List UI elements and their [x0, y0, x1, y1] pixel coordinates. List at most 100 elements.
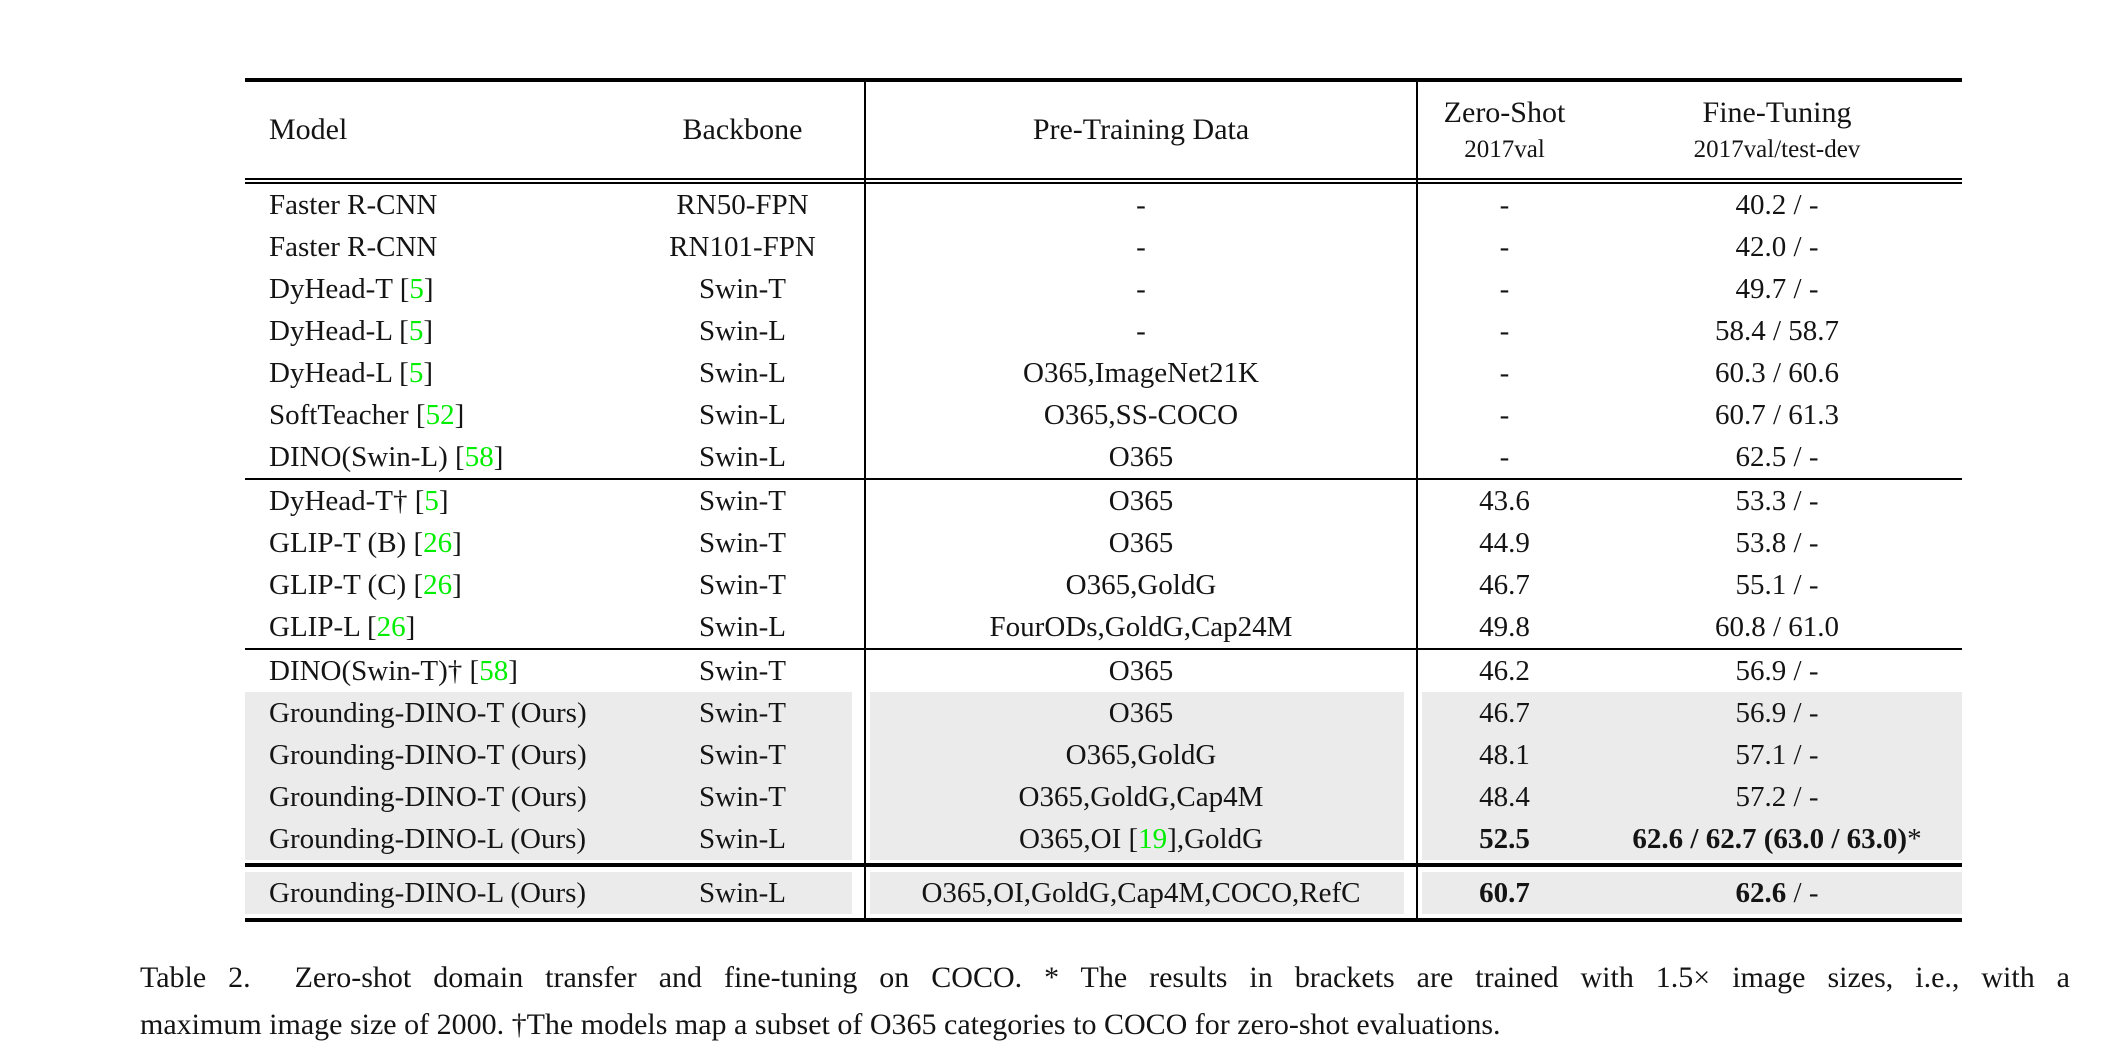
cell-model: Grounding-DINO-T (Ours)	[269, 738, 587, 771]
cell-model: DINO(Swin-L) [58]	[269, 440, 504, 473]
column-header-fine-tuning: Fine-Tuning 2017val/test-dev	[1592, 96, 1962, 164]
table-rule-section-2	[245, 648, 1962, 650]
citation-ref: 58	[479, 654, 509, 687]
table-rule-section-1	[245, 478, 1962, 480]
cell-zero-shot-score: 46.7	[1479, 696, 1530, 729]
column-header-model: Model	[245, 113, 620, 147]
table-row: DyHead-T† [5] Swin-T O365 43.6 53.3 / -	[245, 480, 1962, 522]
table-caption-line-1: Table 2. Zero-shot domain transfer and f…	[140, 961, 2070, 994]
cell-backbone: Swin-L	[699, 440, 786, 473]
cell-fine-tuning-score: 57.2 / -	[1735, 780, 1819, 813]
cell-model: DyHead-T† [5]	[269, 484, 449, 517]
cell-pretraining-data: -	[1136, 188, 1146, 221]
table-row: DINO(Swin-T)† [58] Swin-T O365 46.2 56.9 / -	[245, 650, 1962, 692]
table-row: SoftTeacher [52] Swin-L O365,SS-COCO - 60.7 …	[245, 394, 1962, 436]
cell-pretraining-data: O365	[1108, 526, 1174, 559]
cell-pretraining-data: O365,GoldG,Cap4M	[1018, 780, 1264, 813]
table-row: Grounding-DINO-T (Ours) Swin-T O365 46.7 56.…	[245, 692, 1962, 734]
table-rule-section-3	[245, 863, 1962, 867]
table-row: Grounding-DINO-L (Ours) Swin-L O365,OI,Gol…	[245, 872, 1962, 914]
table-section-baselines: Faster R-CNN RN50-FPN - -40.2 / - Faster R-C…	[245, 184, 1962, 478]
cell-pretraining-data: O365	[1108, 484, 1174, 517]
cell-fine-tuning-score: 56.9 / -	[1735, 654, 1819, 687]
cell-zero-shot-score: -	[1499, 314, 1510, 347]
table-rule-bottom	[245, 918, 1962, 922]
cell-fine-tuning-score: 42.0 / -	[1735, 230, 1819, 263]
cell-fine-tuning-score: 60.7 / 61.3	[1714, 398, 1840, 431]
citation-ref: 19	[1138, 822, 1168, 855]
column-header-model-label: Model	[269, 113, 348, 146]
table-header-row: Model Backbone Pre-Training Data Zero-Sh…	[245, 82, 1962, 178]
results-table: Model Backbone Pre-Training Data Zero-Sh…	[245, 78, 1962, 922]
cell-backbone: Swin-T	[699, 654, 786, 687]
cell-pretraining-data: O365	[1108, 696, 1174, 729]
cell-backbone: Swin-T	[699, 696, 786, 729]
table-row: GLIP-T (C) [26] Swin-T O365,GoldG 46.7 55.1 …	[245, 564, 1962, 606]
citation-ref: 5	[408, 356, 424, 389]
cell-zero-shot-score: -	[1499, 398, 1510, 431]
cell-backbone: Swin-T	[699, 568, 786, 601]
cell-backbone: Swin-L	[699, 314, 786, 347]
cell-model: Grounding-DINO-L (Ours)	[269, 876, 587, 909]
cell-fine-tuning-score: 60.3 / 60.6	[1714, 356, 1840, 389]
cell-zero-shot-score: 60.7	[1479, 876, 1530, 909]
table-row: DyHead-L [5] Swin-L O365,ImageNet21K - 60.3 …	[245, 352, 1962, 394]
cell-backbone: Swin-L	[699, 610, 786, 643]
cell-backbone: Swin-T	[699, 272, 786, 305]
column-header-fine-tuning-sublabel: 2017val/test-dev	[1693, 136, 1861, 163]
table-section-final: Grounding-DINO-L (Ours) Swin-L O365,OI,Gol…	[245, 872, 1962, 914]
cell-fine-tuning-score: 57.1 / -	[1735, 738, 1819, 771]
cell-zero-shot-score: -	[1499, 440, 1510, 473]
cell-pretraining-data: -	[1136, 230, 1146, 263]
cell-backbone: Swin-L	[699, 822, 786, 855]
cell-backbone: Swin-L	[699, 398, 786, 431]
table-section-zero-shot-baselines: DyHead-T† [5] Swin-T O365 43.6 53.3 / - GLIP-…	[245, 480, 1962, 648]
column-header-zero-shot-sublabel: 2017val	[1464, 136, 1545, 163]
cell-fine-tuning-score: 56.9 / -	[1735, 696, 1819, 729]
cell-pretraining-data: O365,SS-COCO	[1043, 398, 1239, 431]
citation-ref: 5	[408, 314, 424, 347]
cell-fine-tuning-score: 62.6 / -	[1735, 876, 1819, 909]
column-header-backbone-label: Backbone	[682, 113, 803, 146]
cell-zero-shot-score: 46.7	[1479, 568, 1530, 601]
cell-zero-shot-score: 48.4	[1479, 780, 1530, 813]
cell-fine-tuning-score: 53.3 / -	[1735, 484, 1819, 517]
table-rule-top	[245, 78, 1962, 82]
cell-fine-tuning-score: 49.7 / -	[1735, 272, 1819, 305]
cell-pretraining-data: O365,GoldG	[1065, 568, 1217, 601]
cell-zero-shot-score: -	[1499, 230, 1510, 263]
cell-model: Grounding-DINO-T (Ours)	[269, 780, 587, 813]
cell-pretraining-data: O365,ImageNet21K	[1023, 356, 1259, 389]
cell-zero-shot-score: -	[1499, 272, 1510, 305]
cell-backbone: Swin-L	[699, 876, 786, 909]
cell-model: Grounding-DINO-L (Ours)	[269, 822, 587, 855]
table-row: DyHead-L [5] Swin-L - - 58.4 / 58.7	[245, 310, 1962, 352]
cell-backbone: Swin-T	[699, 780, 786, 813]
table-row: DyHead-T [5] Swin-T - - 49.7 / -	[245, 268, 1962, 310]
cell-model: GLIP-T (C) [26]	[269, 568, 462, 601]
table-vertical-rule-backbone	[864, 82, 866, 918]
citation-ref: 58	[464, 440, 494, 473]
cell-model: Faster R-CNN	[269, 188, 438, 221]
table-caption: Table 2. Zero-shot domain transfer and f…	[140, 955, 2070, 1048]
cell-model: DyHead-L [5]	[269, 356, 434, 389]
table-row: Faster R-CNN RN50-FPN - - 40.2 / -	[245, 184, 1962, 226]
cell-fine-tuning-score: 60.8 / 61.0	[1714, 610, 1840, 643]
cell-pretraining-data: FourODs,GoldG,Cap24M	[989, 610, 1293, 643]
citation-ref: 26	[423, 568, 453, 601]
cell-backbone: Swin-L	[699, 356, 786, 389]
cell-pretraining-data: -	[1136, 272, 1146, 305]
cell-model: DyHead-T [5]	[269, 272, 434, 305]
cell-pretraining-data: O365	[1108, 654, 1174, 687]
citation-ref: 26	[376, 610, 406, 643]
cell-model: Faster R-CNN	[269, 230, 438, 263]
cell-backbone: RN50-FPN	[676, 188, 809, 221]
cell-pretraining-data: O365,OI [19],GoldG	[1018, 822, 1264, 855]
citation-ref: 26	[423, 526, 453, 559]
table-row: Grounding-DINO-T (Ours) Swin-T O365,GoldG 4…	[245, 734, 1962, 776]
cell-fine-tuning-score: 53.8 / -	[1735, 526, 1819, 559]
table-row: Grounding-DINO-T (Ours) Swin-T O365,GoldG,…	[245, 776, 1962, 818]
cell-pretraining-data: -	[1136, 314, 1146, 347]
cell-pretraining-data: O365,GoldG	[1065, 738, 1217, 771]
column-header-zero-shot: Zero-Shot 2017val	[1417, 96, 1592, 164]
